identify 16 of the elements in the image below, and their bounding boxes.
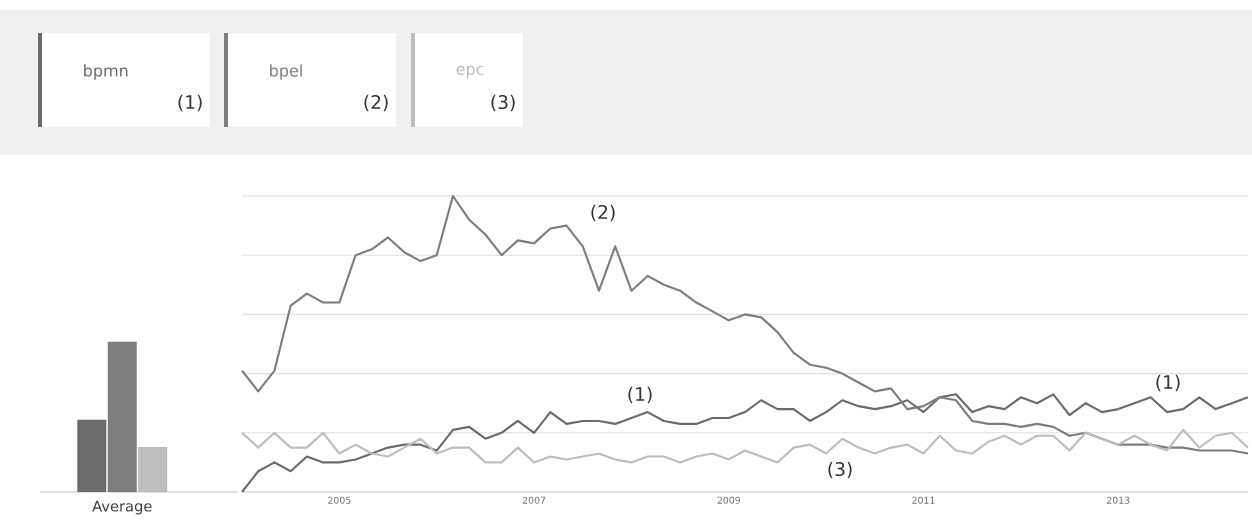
annotation: (3) [828, 461, 852, 479]
text: bpel [270, 64, 302, 80]
annotation: (1) [628, 386, 652, 404]
text: bpmn [84, 64, 128, 80]
text: epc [456, 65, 484, 79]
annotation: (1) [1156, 374, 1180, 392]
x-tick-label: 2013 [1107, 496, 1130, 504]
x-tick-label: 2011 [912, 496, 935, 504]
text: (3) [491, 94, 515, 112]
text: (1) [178, 94, 202, 112]
x-tick-label: 2005 [328, 496, 351, 504]
x-tick-label: 2009 [717, 496, 740, 504]
text: (2) [364, 94, 388, 112]
x-axis-title: Average [92, 500, 152, 515]
annotation: (2) [591, 204, 615, 222]
x-tick-label: 2007 [522, 496, 546, 504]
